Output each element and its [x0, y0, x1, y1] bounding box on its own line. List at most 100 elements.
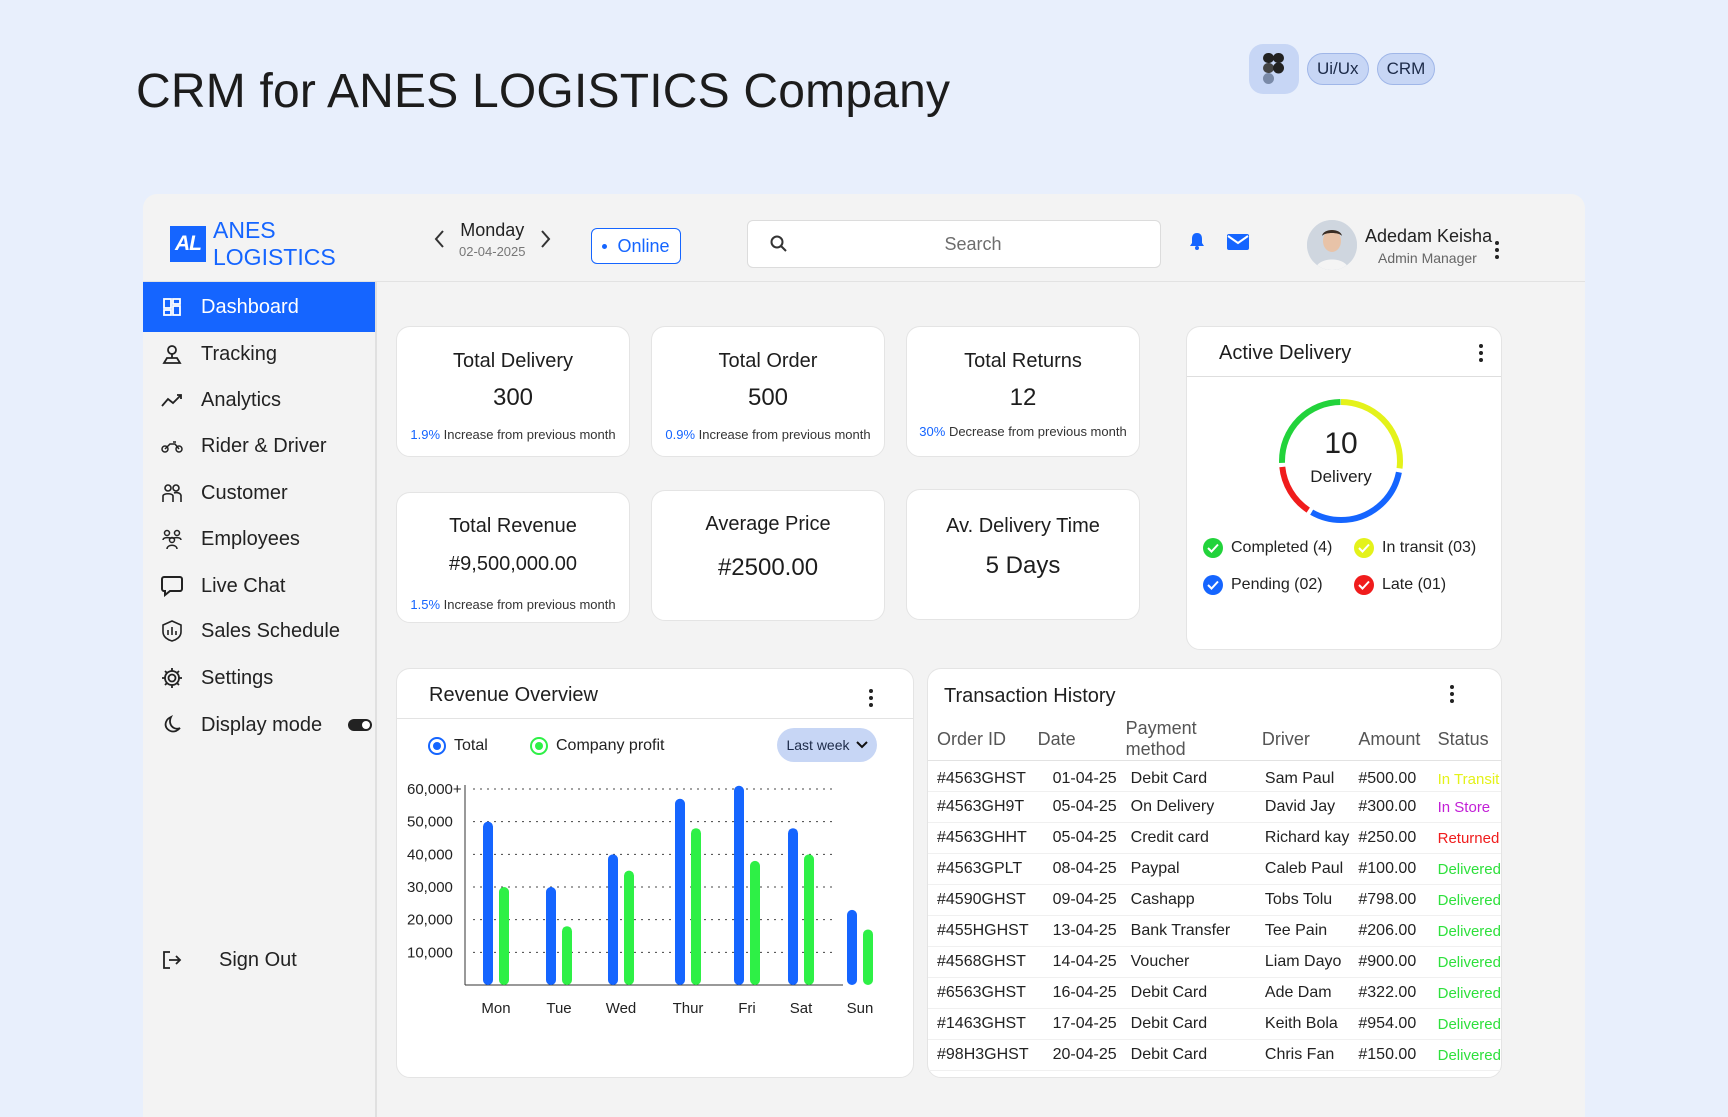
- cell-date: 05-04-25: [1028, 822, 1117, 854]
- cell-date: 13-04-25: [1028, 915, 1117, 947]
- legend-late: Late (01): [1354, 575, 1446, 595]
- tag-list: Ui/Ux CRM: [1249, 44, 1436, 94]
- transaction-title: Transaction History: [944, 685, 1116, 707]
- transaction-menu-icon[interactable]: [1448, 685, 1456, 703]
- logo-line-2: LOGISTICS: [213, 244, 336, 270]
- figma-icon: [1249, 44, 1299, 94]
- cell-amount: #798.00: [1349, 884, 1429, 916]
- check-icon: [1354, 538, 1374, 558]
- signout-button[interactable]: Sign Out: [143, 935, 375, 985]
- cell-driver: Chris Fan: [1252, 1039, 1350, 1071]
- table-row[interactable]: #4563GHST 01-04-25 Debit Card Sam Paul #500.…: [928, 760, 1501, 792]
- cell-status: Returned: [1428, 822, 1501, 854]
- bar-profit: [804, 854, 814, 985]
- stat-title: Average Price: [705, 513, 831, 535]
- cell-order-id: #4563GH9T: [928, 791, 1029, 823]
- range-dropdown[interactable]: Last week: [777, 728, 877, 762]
- column-header-order-id: Order ID: [928, 718, 1029, 761]
- column-header-driver: Driver: [1252, 718, 1350, 761]
- revenue-title: Revenue Overview: [429, 684, 598, 706]
- sidebar-item-label: Employees: [201, 527, 300, 550]
- online-status-button[interactable]: Online: [591, 228, 681, 264]
- sidebar-item-label: Tracking: [201, 342, 277, 365]
- revenue-overview-card: Revenue Overview Total Company profit La…: [396, 668, 914, 1078]
- cell-payment-method: Debit Card: [1116, 977, 1253, 1009]
- avatar[interactable]: [1307, 220, 1357, 270]
- sidebar-item-live-chat[interactable]: Live Chat: [143, 561, 375, 611]
- legend-total-label: Total: [454, 737, 488, 754]
- sidebar-item-rider-driver[interactable]: Rider & Driver: [143, 421, 375, 471]
- revenue-menu-icon[interactable]: [867, 689, 875, 707]
- legend-total[interactable]: Total: [428, 737, 488, 755]
- stat-note: 30% Decrease from previous month: [907, 424, 1139, 439]
- date-value: 02-04-2025: [459, 244, 526, 259]
- stat-title: Total Order: [718, 350, 818, 372]
- cell-payment-method: Paypal: [1116, 853, 1253, 885]
- cell-date: 09-04-25: [1028, 884, 1117, 916]
- stat-value: 300: [492, 384, 534, 411]
- sidebar-item-label: Customer: [201, 481, 288, 504]
- table-row[interactable]: #4568GHST 14-04-25 Voucher Liam Dayo #900.00…: [928, 946, 1501, 978]
- table-row[interactable]: #455HGHST 13-04-25 Bank Transfer Tee Pain #2…: [928, 915, 1501, 947]
- table-row[interactable]: #6563GHST 16-04-25 Debit Card Ade Dam #322.0…: [928, 977, 1501, 1009]
- stat-card-total-order: Total Order 500 0.9% Increase from previ…: [651, 326, 885, 457]
- delivery-count: 10: [1324, 427, 1358, 460]
- cell-amount: #900.00: [1349, 946, 1429, 978]
- sidebar-item-analytics[interactable]: Analytics: [143, 375, 375, 425]
- stat-value: #9,500,000.00: [449, 553, 577, 575]
- gear-icon: [161, 667, 183, 689]
- table-header-row: Order ID Date Payment method Driver Amou…: [928, 718, 1501, 761]
- chevron-left-icon[interactable]: [433, 227, 445, 253]
- bar-total: [546, 887, 556, 985]
- stat-percent: 30%: [919, 424, 946, 439]
- cell-driver: Tobs Tolu: [1252, 884, 1350, 916]
- sidebar-item-employees[interactable]: Employees: [143, 514, 375, 564]
- stat-note: 0.9% Increase from previous month: [652, 427, 884, 442]
- bell-icon[interactable]: [1189, 232, 1205, 255]
- signout-label: Sign Out: [219, 948, 297, 971]
- shield-icon: [161, 620, 183, 642]
- radio-icon: [530, 737, 548, 755]
- user-menu-icon[interactable]: [1493, 241, 1501, 259]
- cell-date: 05-04-25: [1028, 791, 1117, 823]
- active-delivery-menu-icon[interactable]: [1477, 344, 1485, 362]
- stat-note-text: Increase from previous month: [440, 427, 616, 442]
- online-status-label: Online: [617, 235, 670, 256]
- sidebar-item-display-mode[interactable]: Display mode: [143, 700, 375, 750]
- sidebar-item-tracking[interactable]: Tracking: [143, 329, 375, 379]
- date-day: Monday: [460, 220, 525, 240]
- table-row[interactable]: #4563GHHT 05-04-25 Credit card Richard kay #…: [928, 822, 1501, 854]
- column-header-amount: Amount: [1349, 718, 1429, 761]
- legend-profit[interactable]: Company profit: [530, 737, 665, 755]
- table-row[interactable]: #4563GPLT 08-04-25 Paypal Caleb Paul #100.00…: [928, 853, 1501, 885]
- cell-order-id: #4563GHHT: [928, 822, 1029, 854]
- chevron-right-icon[interactable]: [540, 227, 552, 253]
- table-row[interactable]: #98H3GHST 20-04-25 Debit Card Chris Fan #150…: [928, 1039, 1501, 1071]
- table-row[interactable]: #4563GH9T 05-04-25 On Delivery David Jay #30…: [928, 791, 1501, 823]
- search-input[interactable]: [808, 221, 1138, 267]
- table-row[interactable]: #4590GHST 09-04-25 Cashapp Tobs Tolu #798.00…: [928, 884, 1501, 916]
- bar-total: [675, 798, 685, 985]
- active-delivery-header: Active Delivery: [1187, 327, 1501, 377]
- cell-order-id: #4590GHST: [928, 884, 1029, 916]
- display-mode-toggle[interactable]: [348, 719, 373, 731]
- users-icon: [161, 482, 183, 504]
- moon-icon: [161, 714, 183, 736]
- column-header-status: Status: [1428, 718, 1501, 761]
- bar-profit: [624, 870, 634, 985]
- legend-label: In transit (03): [1382, 539, 1477, 556]
- table-row[interactable]: #1463GHST 17-04-25 Debit Card Keith Bola #95…: [928, 1008, 1501, 1040]
- sidebar-item-customer[interactable]: Customer: [143, 468, 375, 518]
- y-tick-label: 10,000: [407, 944, 453, 961]
- sidebar-item-dashboard[interactable]: Dashboard: [143, 282, 375, 332]
- sidebar-item-sales-schedule[interactable]: Sales Schedule: [143, 606, 375, 656]
- y-tick-label: 60,000+: [407, 781, 462, 798]
- sidebar-item-settings[interactable]: Settings: [143, 653, 375, 703]
- page-title: CRM for ANES LOGISTICS Company: [136, 65, 951, 118]
- mail-icon[interactable]: [1227, 234, 1249, 255]
- signout-icon: [161, 949, 183, 971]
- cell-order-id: #6563GHST: [928, 977, 1029, 1009]
- sidebar-item-label: Rider & Driver: [201, 434, 327, 457]
- stat-note-text: Decrease from previous month: [945, 424, 1127, 439]
- cell-driver: Richard kay: [1252, 822, 1350, 854]
